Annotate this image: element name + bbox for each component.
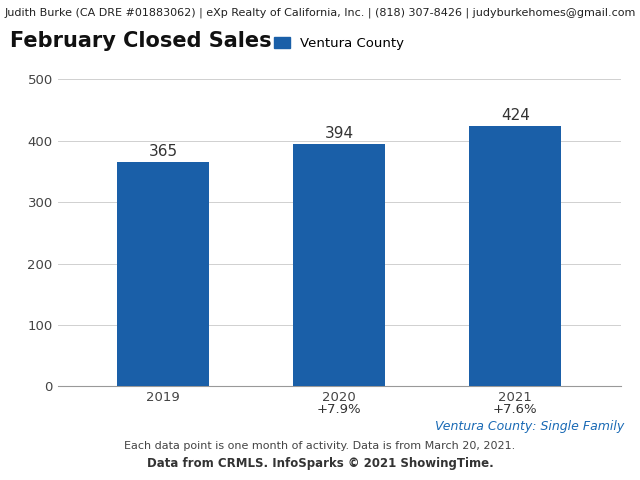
Text: +7.9%: +7.9% <box>317 403 362 416</box>
Bar <box>293 144 385 386</box>
Text: 394: 394 <box>324 126 354 141</box>
Text: Judith Burke (CA DRE #01883062) | eXp Realty of California, Inc. | (818) 307-842: Judith Burke (CA DRE #01883062) | eXp Re… <box>4 8 636 18</box>
Text: Data from CRMLS. InfoSparks © 2021 ShowingTime.: Data from CRMLS. InfoSparks © 2021 Showi… <box>147 457 493 470</box>
Text: 424: 424 <box>500 108 530 123</box>
Bar <box>118 162 209 386</box>
Text: Ventura County: Single Family: Ventura County: Single Family <box>435 420 624 433</box>
Bar <box>469 126 561 386</box>
Text: +7.6%: +7.6% <box>493 403 538 416</box>
Text: February Closed Sales: February Closed Sales <box>10 31 271 51</box>
Text: Each data point is one month of activity. Data is from March 20, 2021.: Each data point is one month of activity… <box>124 441 516 451</box>
Legend: Ventura County: Ventura County <box>274 36 404 50</box>
Text: 365: 365 <box>148 144 178 159</box>
